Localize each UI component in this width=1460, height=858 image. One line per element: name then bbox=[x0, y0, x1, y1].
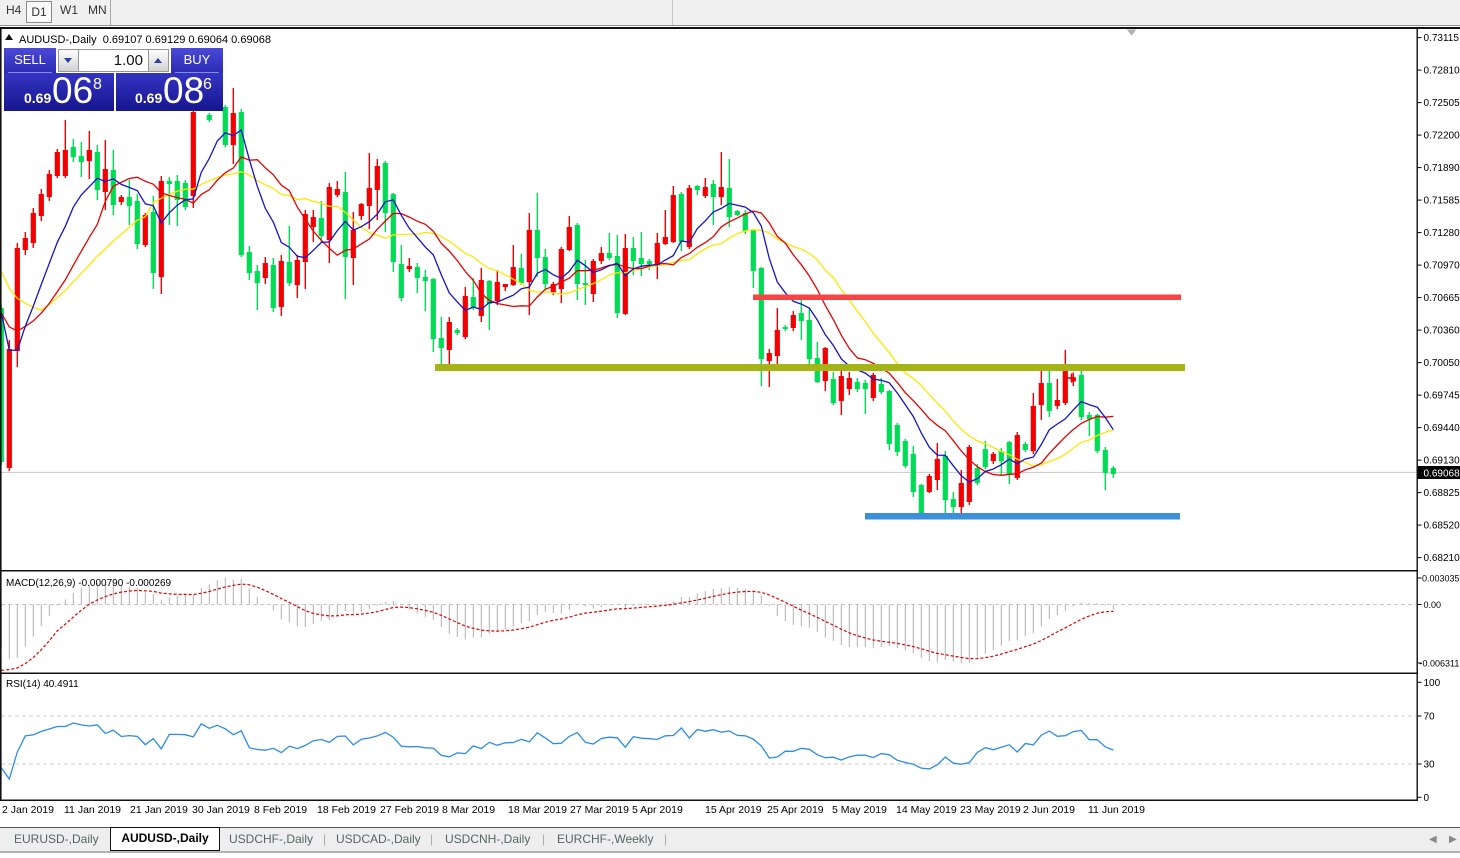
svg-text:0.68210: 0.68210 bbox=[1424, 553, 1460, 564]
svg-text:15 Apr 2019: 15 Apr 2019 bbox=[705, 804, 762, 816]
svg-text:18 Feb 2019: 18 Feb 2019 bbox=[317, 804, 376, 816]
svg-text:11 Jan 2019: 11 Jan 2019 bbox=[64, 804, 121, 816]
svg-text:8 Feb 2019: 8 Feb 2019 bbox=[254, 804, 307, 816]
svg-text:0.73115: 0.73115 bbox=[1424, 33, 1460, 44]
svg-text:0.71280: 0.71280 bbox=[1424, 228, 1460, 239]
svg-text:30: 30 bbox=[1424, 760, 1436, 771]
svg-text:0.69130: 0.69130 bbox=[1424, 456, 1460, 467]
svg-text:RSI(14) 40.4911: RSI(14) 40.4911 bbox=[6, 679, 79, 690]
svg-text:0: 0 bbox=[1424, 793, 1430, 804]
svg-text:25 Apr 2019: 25 Apr 2019 bbox=[767, 804, 824, 816]
svg-text:MACD(12,26,9) -0.000790 -0.000: MACD(12,26,9) -0.000790 -0.000269 bbox=[6, 578, 172, 589]
svg-text:0.003035: 0.003035 bbox=[1422, 574, 1460, 584]
svg-text:0.71585: 0.71585 bbox=[1424, 196, 1460, 207]
svg-text:2 Jan 2019: 2 Jan 2019 bbox=[2, 804, 54, 816]
svg-text:AUDUSD-,Daily 0.69107 0.69129: AUDUSD-,Daily 0.69107 0.69129 0.69064 0.… bbox=[19, 34, 271, 46]
svg-text:23 May 2019: 23 May 2019 bbox=[960, 804, 1021, 816]
svg-text:27 Mar 2019: 27 Mar 2019 bbox=[570, 804, 629, 816]
svg-text:0.69440: 0.69440 bbox=[1424, 423, 1460, 434]
svg-text:0.70665: 0.70665 bbox=[1424, 293, 1460, 304]
svg-text:70: 70 bbox=[1424, 712, 1436, 723]
svg-text:2 Jun 2019: 2 Jun 2019 bbox=[1023, 804, 1075, 816]
svg-text:0.71890: 0.71890 bbox=[1424, 163, 1460, 174]
svg-text:0.68825: 0.68825 bbox=[1424, 488, 1460, 499]
svg-text:14 May 2019: 14 May 2019 bbox=[896, 804, 957, 816]
svg-text:18 Mar 2019: 18 Mar 2019 bbox=[508, 804, 567, 816]
svg-text:0.69068: 0.69068 bbox=[1424, 469, 1460, 480]
svg-text:0.00: 0.00 bbox=[1424, 600, 1442, 610]
svg-text:5 Apr 2019: 5 Apr 2019 bbox=[632, 804, 683, 816]
svg-text:0.72200: 0.72200 bbox=[1424, 131, 1460, 142]
svg-text:21 Jan 2019: 21 Jan 2019 bbox=[130, 804, 188, 816]
svg-text:8 Mar 2019: 8 Mar 2019 bbox=[442, 804, 495, 816]
svg-text:0.70050: 0.70050 bbox=[1424, 358, 1460, 369]
svg-text:0.70360: 0.70360 bbox=[1424, 326, 1460, 337]
svg-text:5 May 2019: 5 May 2019 bbox=[832, 804, 887, 816]
svg-text:27 Feb 2019: 27 Feb 2019 bbox=[380, 804, 439, 816]
svg-text:100: 100 bbox=[1424, 678, 1441, 689]
svg-text:11 Jun 2019: 11 Jun 2019 bbox=[1088, 804, 1145, 816]
svg-text:0.72505: 0.72505 bbox=[1424, 98, 1460, 109]
svg-text:-0.006311: -0.006311 bbox=[1420, 659, 1460, 669]
svg-text:30 Jan 2019: 30 Jan 2019 bbox=[192, 804, 250, 816]
svg-text:0.72810: 0.72810 bbox=[1424, 66, 1460, 77]
svg-text:0.70970: 0.70970 bbox=[1424, 261, 1460, 272]
svg-text:0.68520: 0.68520 bbox=[1424, 521, 1460, 532]
svg-text:0.69745: 0.69745 bbox=[1424, 391, 1460, 402]
